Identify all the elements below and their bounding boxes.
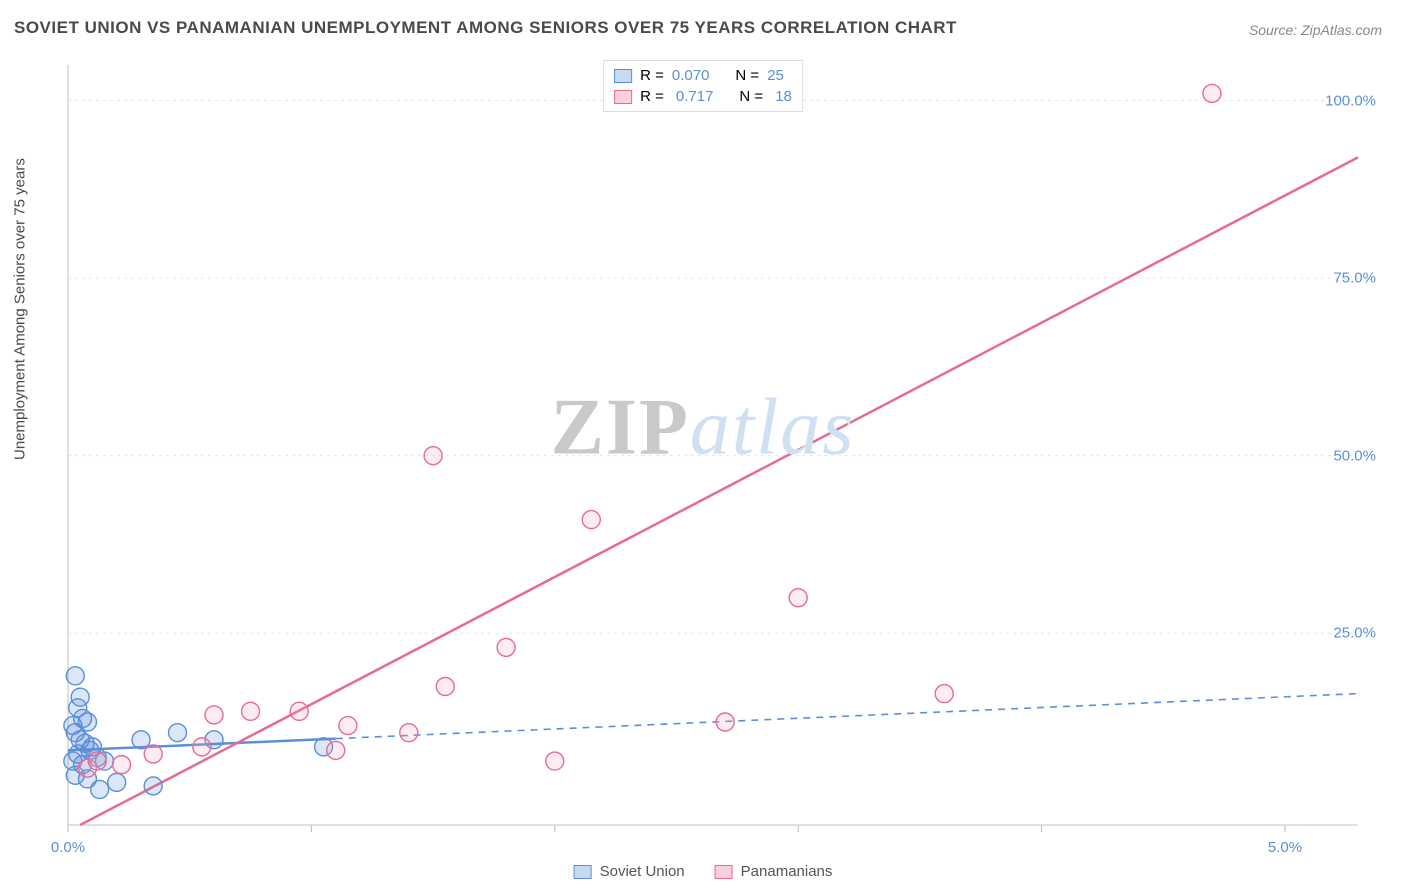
y-tick-label: 50.0% (1333, 447, 1376, 464)
plot-area (58, 55, 1388, 855)
x-tick-end: 5.0% (1268, 839, 1302, 856)
x-tick-origin: 0.0% (51, 839, 85, 856)
series-legend: Soviet Union Panamanians (574, 863, 833, 880)
legend-item-soviet: Soviet Union (574, 863, 685, 880)
r-label: R = (640, 88, 664, 105)
r-label: R = (640, 67, 664, 84)
r-value-panamanian: 0.717 (676, 88, 714, 105)
swatch-panamanian (614, 90, 632, 104)
correlation-legend: R = 0.070 N = 25 R = 0.717 N = 18 (603, 60, 803, 112)
y-axis-label: Unemployment Among Seniors over 75 years (12, 158, 29, 460)
legend-row-soviet: R = 0.070 N = 25 (614, 65, 792, 86)
n-value-panamanian: 18 (775, 88, 792, 105)
n-label: N = (735, 67, 759, 84)
legend-label-panamanian: Panamanians (741, 863, 833, 880)
legend-row-panamanian: R = 0.717 N = 18 (614, 86, 792, 107)
y-tick-label: 75.0% (1333, 270, 1376, 287)
scatter-chart-svg (58, 55, 1388, 855)
swatch-panamanian-icon (715, 865, 733, 879)
swatch-soviet-icon (574, 865, 592, 879)
n-value-soviet: 25 (767, 67, 784, 84)
r-value-soviet: 0.070 (672, 67, 710, 84)
y-tick-label: 25.0% (1333, 625, 1376, 642)
y-tick-label: 100.0% (1325, 92, 1376, 109)
chart-title: SOVIET UNION VS PANAMANIAN UNEMPLOYMENT … (14, 18, 957, 38)
legend-item-panamanian: Panamanians (715, 863, 833, 880)
legend-label-soviet: Soviet Union (600, 863, 685, 880)
n-label: N = (739, 88, 763, 105)
swatch-soviet (614, 69, 632, 83)
source-attribution: Source: ZipAtlas.com (1249, 22, 1382, 38)
